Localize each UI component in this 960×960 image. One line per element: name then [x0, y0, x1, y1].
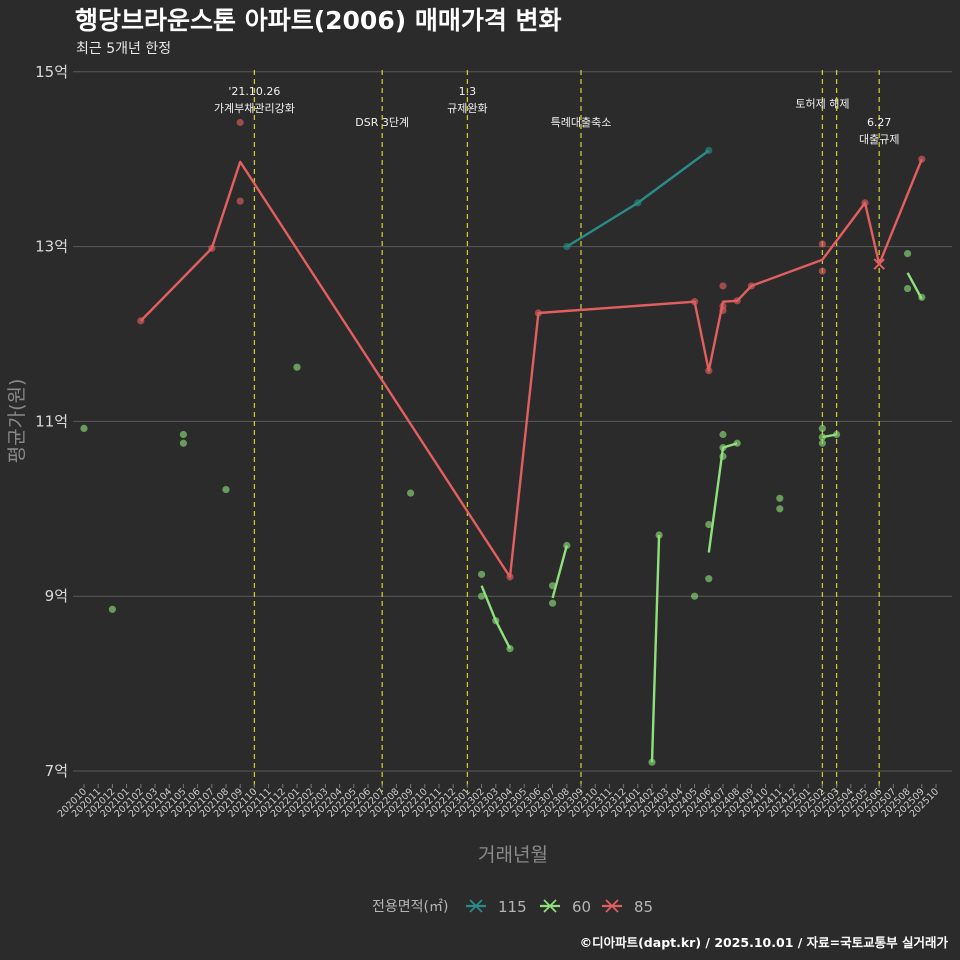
data-point-60	[648, 758, 656, 766]
data-point-60	[818, 433, 827, 441]
legend-label-60: 60	[572, 898, 591, 916]
data-point-85	[818, 240, 827, 248]
data-point-60	[549, 582, 557, 590]
data-point-60	[918, 293, 926, 301]
data-point-85	[236, 197, 244, 205]
data-point-60	[719, 444, 727, 452]
data-series	[80, 118, 926, 766]
data-point-60	[478, 592, 486, 600]
data-point-60	[818, 424, 827, 432]
legend-title: 전용면적(㎡)	[372, 899, 448, 915]
cross-marker-85	[873, 258, 885, 270]
series-line-60	[551, 545, 568, 599]
data-point-85	[236, 118, 244, 127]
y-tick-label: 7억	[45, 762, 68, 780]
data-point-85	[534, 309, 543, 317]
data-point-85	[918, 155, 926, 163]
data-point-85	[719, 282, 727, 290]
data-point-60	[776, 494, 784, 502]
legend-key-cross-85	[605, 899, 619, 913]
data-point-85	[733, 297, 741, 305]
data-point-85	[208, 244, 216, 252]
y-tick-label: 15억	[35, 63, 68, 81]
data-point-85	[818, 267, 827, 275]
data-point-60	[719, 430, 727, 439]
data-point-60	[904, 249, 912, 258]
legend: 전용면적(㎡) 115 60 85	[372, 898, 653, 916]
data-point-60	[904, 284, 912, 293]
data-point-85	[861, 199, 869, 207]
data-point-85	[691, 298, 699, 306]
event-label: 규제완화	[447, 102, 487, 115]
data-point-60	[407, 489, 415, 497]
legend-key-cross-115	[469, 899, 483, 913]
data-point-60	[80, 424, 88, 432]
event-label: '21.10.26	[228, 85, 280, 98]
data-point-60	[833, 430, 841, 439]
chart-caption: ©디아파트(dapt.kr) / 2025.10.01 / 자료=국토교통부 실…	[580, 935, 949, 950]
event-label: 특례대출축소	[551, 116, 612, 129]
legend-key-cross-60	[543, 899, 557, 913]
legend-label-85: 85	[634, 898, 653, 916]
data-point-60	[776, 505, 784, 513]
data-point-60	[733, 439, 741, 447]
data-point-60	[179, 430, 187, 439]
data-point-115	[634, 199, 642, 207]
x-axis-title: 거래년월	[478, 844, 548, 866]
y-tick-label: 11억	[35, 412, 68, 430]
y-axis-title: 평균가(원)	[6, 379, 28, 464]
data-point-60	[506, 645, 514, 653]
y-tick-label: 9억	[45, 587, 68, 605]
gridlines	[73, 71, 952, 772]
data-point-60	[293, 363, 301, 371]
event-label: 대출규제	[859, 133, 899, 146]
data-point-60	[719, 452, 727, 460]
data-point-60	[705, 575, 713, 583]
chart-subtitle: 최근 5개년 한정	[76, 41, 171, 57]
data-point-60	[818, 439, 827, 447]
series-line-85	[139, 158, 923, 579]
data-point-60	[222, 485, 230, 494]
data-point-85	[747, 282, 756, 290]
y-axis-ticks: 7억 9억 11억 13억 15억	[35, 63, 68, 780]
data-point-60	[705, 520, 713, 529]
event-label: 6.27	[867, 116, 892, 129]
event-label: 1.3	[459, 85, 477, 98]
data-point-85	[137, 317, 145, 325]
y-tick-label: 13억	[35, 238, 68, 256]
series-line-60	[650, 534, 661, 763]
data-point-60	[655, 531, 663, 539]
legend-label-115: 115	[498, 898, 527, 916]
data-point-60	[691, 592, 699, 600]
event-label: DSR 3단계	[355, 116, 409, 129]
data-point-115	[563, 243, 571, 251]
data-point-85	[705, 367, 713, 375]
data-point-60	[179, 439, 187, 447]
event-label: 가계부채관리강화	[214, 102, 295, 115]
data-point-85	[719, 306, 727, 315]
data-point-115	[705, 146, 713, 155]
data-point-60	[563, 541, 571, 550]
data-point-60	[492, 617, 500, 625]
event-label: 토허제 해제	[795, 96, 849, 110]
chart-title: 행당브라운스톤 아파트(2006) 매매가격 변화	[75, 6, 562, 35]
data-point-85	[506, 573, 514, 581]
data-point-60	[549, 599, 557, 607]
data-point-60	[108, 605, 116, 613]
data-point-60	[478, 570, 486, 578]
